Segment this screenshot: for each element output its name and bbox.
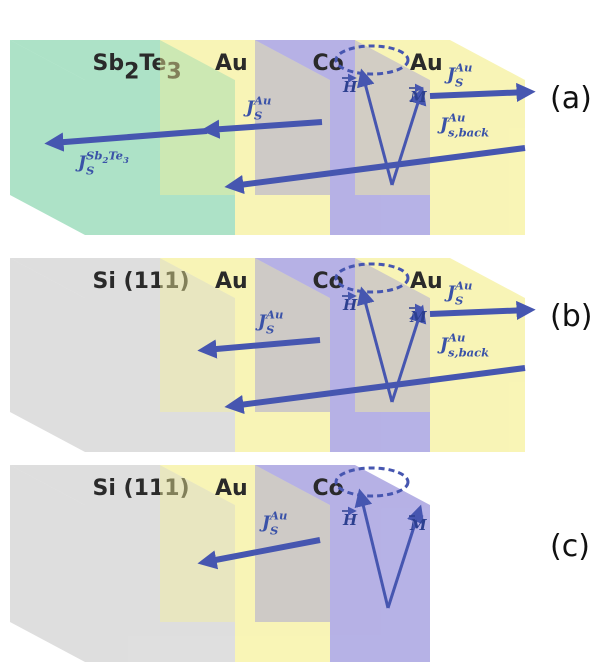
current-label: Au [454, 279, 472, 293]
block-label: Co [313, 51, 344, 76]
vector-label: H [342, 296, 358, 314]
block-top [255, 40, 430, 80]
panel-label: (b) [550, 299, 592, 334]
block-top [160, 258, 330, 298]
block-label: Sb [93, 51, 125, 76]
current-label: 2 [101, 156, 108, 166]
block-front [85, 298, 235, 452]
current-label: Au [447, 331, 465, 345]
block-label: Au [410, 269, 443, 294]
current-label: Te [108, 149, 123, 163]
layer-block [10, 40, 235, 235]
current-arrow [429, 82, 536, 103]
current-label: Sb [86, 149, 102, 163]
current-arrow [197, 337, 321, 359]
block-back [160, 40, 255, 195]
block-front [85, 505, 235, 662]
layer-block [160, 40, 330, 235]
block-front [235, 505, 330, 662]
h-vector [354, 488, 390, 609]
block-front [85, 80, 235, 235]
block-label: 3 [166, 59, 181, 84]
current-label: Au [269, 509, 287, 523]
vector-label: M [409, 308, 427, 326]
layer-block [10, 258, 235, 452]
block-label: Au [215, 476, 248, 501]
block-side [10, 465, 85, 662]
current-arrow [44, 128, 208, 152]
panel-label: (c) [550, 529, 590, 564]
current-label: J [259, 513, 271, 533]
block-label: Si (111) [93, 269, 190, 294]
layer-block [160, 465, 330, 662]
block-top [255, 258, 430, 298]
current-arrow [224, 145, 526, 195]
vector-label: M [409, 88, 427, 106]
current-label: S [254, 108, 262, 122]
current-label: Au [265, 308, 283, 322]
block-back [160, 258, 255, 412]
current-label: S [86, 163, 94, 177]
current-label: s,back [448, 125, 489, 139]
block-top [255, 465, 430, 505]
current-arrow [200, 119, 323, 139]
block-side [10, 258, 85, 452]
current-label: J [75, 153, 87, 173]
current-label: J [437, 115, 449, 135]
block-label: Au [215, 269, 248, 294]
current-label: Au [454, 61, 472, 75]
vector-label: H [342, 511, 358, 529]
block-front [235, 80, 330, 235]
vector-label: M [409, 516, 427, 534]
current-arrow [197, 537, 321, 570]
current-label: S [455, 293, 463, 307]
panel-label: (a) [550, 81, 592, 116]
block-label: 2 [124, 59, 139, 84]
block-front [235, 298, 330, 452]
block-back [160, 465, 255, 622]
current-label: J [255, 312, 267, 332]
layer-block [160, 258, 330, 452]
block-top [355, 258, 525, 298]
current-label: J [444, 65, 456, 85]
layer-block [355, 40, 525, 235]
block-label: Au [215, 51, 248, 76]
vector-label: H [342, 78, 358, 96]
m-vector [386, 504, 425, 609]
block-back [355, 40, 450, 195]
current-label: S [455, 75, 463, 89]
block-label: Co [313, 269, 344, 294]
current-label: Au [447, 111, 465, 125]
layer-block [10, 465, 235, 662]
current-label: S [270, 523, 278, 537]
block-top [160, 40, 330, 80]
current-label: s,back [448, 345, 489, 359]
block-top [355, 40, 525, 80]
current-label: J [437, 335, 449, 355]
block-back [355, 258, 450, 412]
block-label: Si (111) [93, 476, 190, 501]
block-top [160, 465, 330, 505]
block-label: Te [139, 51, 166, 76]
current-label: S [266, 322, 274, 336]
current-label: Au [253, 94, 271, 108]
current-arrow [224, 365, 526, 415]
block-label: Au [410, 51, 443, 76]
current-arrow [429, 300, 536, 321]
current-label: J [444, 283, 456, 303]
layer-block [255, 258, 430, 452]
current-label: 3 [123, 156, 129, 166]
m-vector [390, 86, 427, 186]
current-label: J [243, 98, 255, 118]
